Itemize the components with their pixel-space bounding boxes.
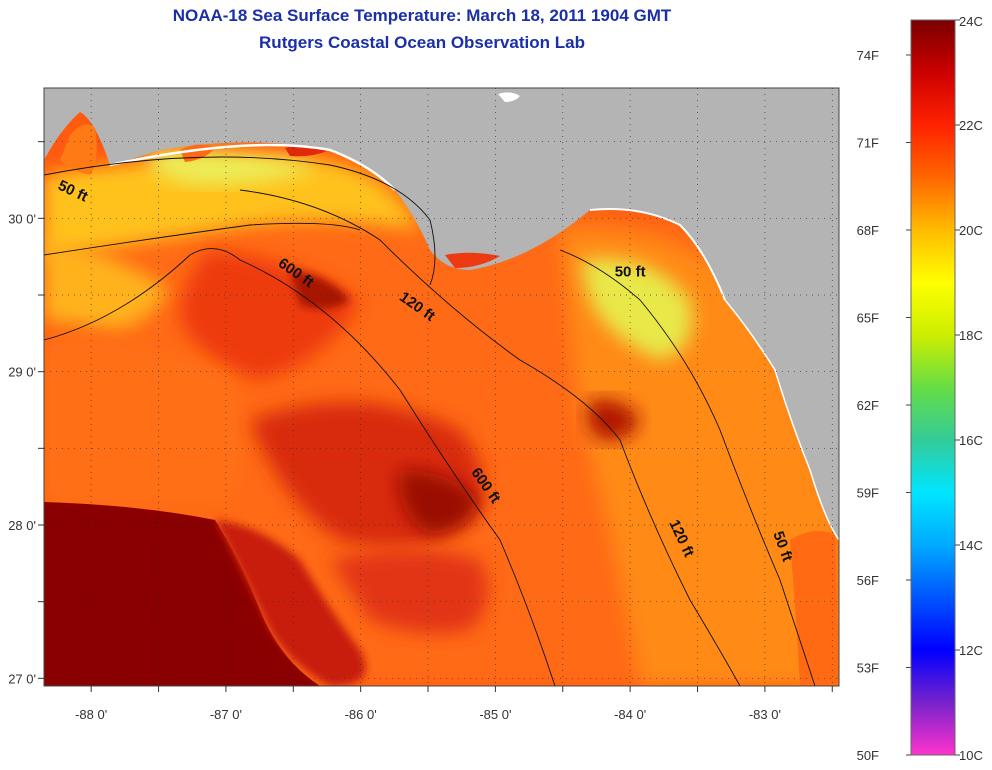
colorbar-f-label: 50F (857, 748, 879, 763)
colorbar-c-label: 16C (959, 433, 983, 448)
lon-tick-label: -83 0' (749, 707, 781, 722)
lat-tick-label: 29 0' (8, 365, 36, 380)
sst-field (44, 88, 839, 686)
latitude-axis: 30 0' 29 0' 28 0' 27 0' (8, 141, 44, 686)
colorbar-c-label: 10C (959, 748, 983, 763)
colorbar-fahrenheit-labels: 74F 71F 68F 65F 62F 59F 56F 53F 50F (857, 48, 911, 763)
longitude-axis: -88 0' -87 0' -86 0' -85 0' -84 0' -83 0' (75, 686, 833, 722)
colorbar-c-label: 18C (959, 328, 983, 343)
graticule (44, 88, 839, 686)
lat-tick-label: 30 0' (8, 211, 36, 226)
colorbar-f-label: 71F (857, 136, 879, 151)
colorbar-c-label: 12C (959, 643, 983, 658)
map-subtitle: Rutgers Coastal Ocean Observation Lab (259, 33, 585, 52)
colorbar-f-label: 53F (857, 661, 879, 676)
colorbar-celsius-labels: 24C 22C 20C 18C 16C 14C 12C 10C (955, 14, 983, 763)
colorbar-f-label: 74F (857, 48, 879, 63)
colorbar-f-label: 56F (857, 573, 879, 588)
colorbar-f-label: 62F (857, 398, 879, 413)
colorbar-c-label: 24C (959, 14, 983, 29)
map-title: NOAA-18 Sea Surface Temperature: March 1… (172, 6, 672, 25)
lon-tick-label: -87 0' (210, 707, 242, 722)
lon-tick-label: -86 0' (345, 707, 377, 722)
colorbar-c-label: 22C (959, 118, 983, 133)
colorbar-f-label: 59F (857, 486, 879, 501)
colorbar-c-label: 14C (959, 538, 983, 553)
lon-tick-label: -84 0' (614, 707, 646, 722)
colorbar-f-label: 65F (857, 311, 879, 326)
colorbar-f-label: 68F (857, 223, 879, 238)
temperature-colorbar (910, 19, 956, 756)
map-frame (43, 87, 840, 687)
lat-tick-label: 28 0' (8, 518, 36, 533)
isobath-label: 50 ft (615, 264, 646, 281)
colorbar-c-label: 20C (959, 223, 983, 238)
lon-tick-label: -85 0' (479, 707, 511, 722)
lat-tick-label: 27 0' (8, 671, 36, 686)
lon-tick-label: -88 0' (75, 707, 107, 722)
